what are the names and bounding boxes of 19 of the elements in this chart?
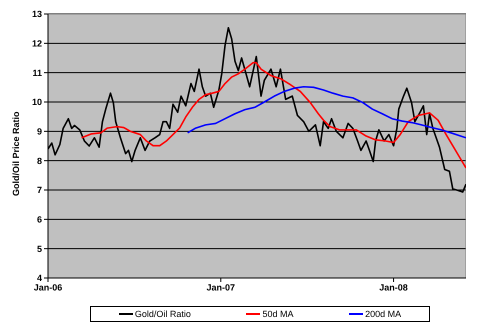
y-tick-label: 6 xyxy=(36,214,42,225)
y-tick-label: 9 xyxy=(36,126,42,137)
y-tick-label: 12 xyxy=(32,38,42,49)
y-axis-title: Gold/Oil Price Ratio xyxy=(11,110,22,196)
x-tick-label: Jan-06 xyxy=(34,282,62,292)
y-tick-label: 7 xyxy=(36,185,42,196)
y-tick-label: 10 xyxy=(32,97,42,108)
line-series xyxy=(186,86,466,139)
y-tick-label: 13 xyxy=(32,9,42,20)
y-tick-label: 5 xyxy=(36,244,42,254)
y-tick-label: 8 xyxy=(36,156,42,166)
legend-label: Gold/Oil Ratio xyxy=(134,309,191,319)
y-tick-label: 4 xyxy=(36,273,42,284)
y-tick-label: 11 xyxy=(32,68,42,78)
legend-label: 200d MA xyxy=(365,309,402,319)
x-tick-label: Jan-08 xyxy=(379,282,408,292)
x-tick-label: Jan-07 xyxy=(206,282,236,292)
line-series xyxy=(80,62,466,169)
legend-label: 50d MA xyxy=(262,309,294,319)
